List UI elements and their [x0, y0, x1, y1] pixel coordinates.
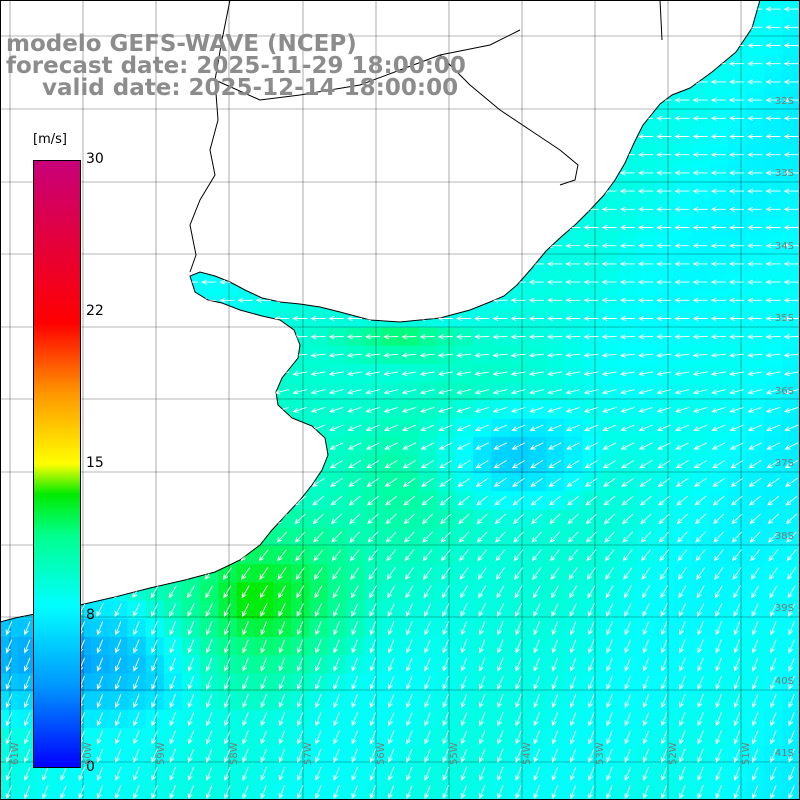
border-lagoon — [439, 54, 579, 186]
colorbar — [33, 160, 81, 768]
lon-label-56w: 56W — [376, 742, 387, 765]
wind-arrow — [783, 61, 799, 67]
wind-arrow — [747, 42, 763, 49]
lat-label-34s: 34S — [774, 241, 794, 252]
wind-arrow — [692, 97, 708, 103]
wind-arrow — [783, 42, 799, 49]
lat-label-41s: 41S — [774, 748, 794, 759]
border-uruguay-argentina — [189, 0, 231, 273]
wind-arrow — [674, 97, 690, 103]
wind-arrow — [765, 97, 781, 103]
wind-arrow — [783, 79, 799, 85]
lat-label-32s: 32S — [774, 96, 794, 107]
lon-label-52w: 52W — [668, 742, 679, 765]
border-brazil — [214, 29, 521, 101]
wind-arrow — [747, 97, 763, 103]
wind-arrow — [783, 97, 799, 103]
lat-label-40s: 40S — [774, 676, 794, 687]
colorbar-tick-15: 15 — [86, 455, 104, 471]
valid-date: valid date: 2025-12-14 18:00:00 — [42, 75, 459, 101]
border-north — [659, 0, 663, 41]
wind-arrow — [747, 61, 763, 67]
coastline — [0, 0, 761, 623]
colorbar-tick-22: 22 — [86, 303, 104, 319]
wind-arrow — [765, 6, 781, 12]
lat-label-37s: 37S — [774, 458, 794, 469]
lon-label-61w: 61W — [10, 742, 21, 765]
wind-arrow — [710, 79, 726, 85]
lat-label-33s: 33S — [774, 168, 794, 179]
wind-arrow — [710, 97, 726, 103]
wind-arrow — [765, 79, 781, 85]
wind-arrow — [765, 42, 781, 49]
lon-label-60w: 60W — [83, 742, 94, 765]
lat-label-35s: 35S — [774, 313, 794, 324]
lon-label-51w: 51W — [741, 742, 752, 765]
wind-arrow — [765, 24, 781, 30]
wind-arrow — [729, 79, 745, 85]
lon-label-55w: 55W — [449, 742, 460, 765]
lat-label-38s: 38S — [774, 531, 794, 542]
wind-arrow — [783, 24, 799, 30]
wind-cell — [782, 782, 800, 800]
wind-arrow — [765, 61, 781, 67]
lat-label-39s: 39S — [774, 603, 794, 614]
wind-arrow — [729, 97, 745, 103]
lat-label-36s: 36S — [774, 386, 794, 397]
lon-label-57w: 57W — [303, 742, 314, 765]
wind-arrow — [783, 6, 799, 12]
colorbar-tick-8: 8 — [86, 607, 95, 623]
lon-label-58w: 58W — [229, 742, 240, 765]
colorbar-tick-30: 30 — [86, 151, 104, 167]
lon-label-54w: 54W — [522, 742, 533, 765]
colorbar-unit: [m/s] — [33, 132, 67, 147]
wind-arrow — [747, 79, 763, 85]
lon-label-53w: 53W — [595, 742, 606, 765]
wind-arrow — [729, 61, 745, 67]
lon-label-59w: 59W — [156, 742, 167, 765]
